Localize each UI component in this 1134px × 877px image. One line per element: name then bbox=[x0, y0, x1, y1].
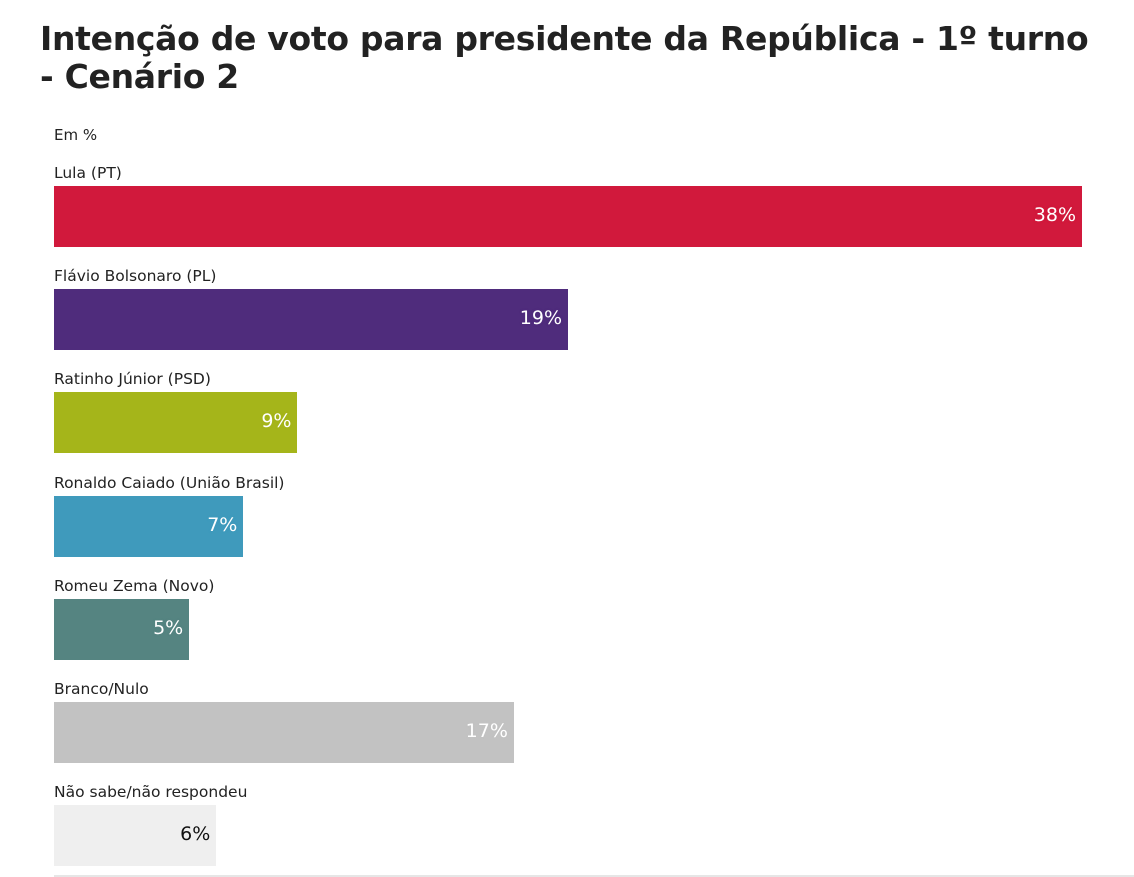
data-label: 5% bbox=[153, 616, 184, 639]
data-label: 17% bbox=[465, 720, 508, 742]
category-label: Não sabe/não respondeu bbox=[54, 783, 248, 802]
category-label: Flávio Bolsonaro (PL) bbox=[54, 267, 217, 286]
data-label: 6% bbox=[180, 823, 211, 846]
bar bbox=[54, 598, 190, 660]
category-label: Romeu Zema (Novo) bbox=[54, 576, 215, 595]
category-label: Ronaldo Caiado (União Brasil) bbox=[54, 473, 285, 492]
bar bbox=[54, 702, 514, 763]
bar bbox=[54, 289, 568, 351]
chart-subtitle: Em % bbox=[54, 126, 98, 144]
data-label: 7% bbox=[207, 513, 238, 536]
data-label: 9% bbox=[261, 410, 292, 433]
bar bbox=[54, 495, 244, 557]
category-label: Ratinho Júnior (PSD) bbox=[54, 370, 211, 389]
bar bbox=[54, 805, 217, 867]
bar bbox=[54, 186, 1082, 247]
category-label: Branco/Nulo bbox=[54, 680, 149, 698]
bar bbox=[54, 392, 298, 454]
data-label: 19% bbox=[519, 307, 562, 330]
category-label: Lula (PT) bbox=[54, 164, 122, 182]
data-label: 38% bbox=[1033, 204, 1076, 226]
chart-title: Intenção de voto para presidente da Repú… bbox=[40, 19, 1089, 96]
x-axis-line bbox=[54, 875, 1134, 877]
